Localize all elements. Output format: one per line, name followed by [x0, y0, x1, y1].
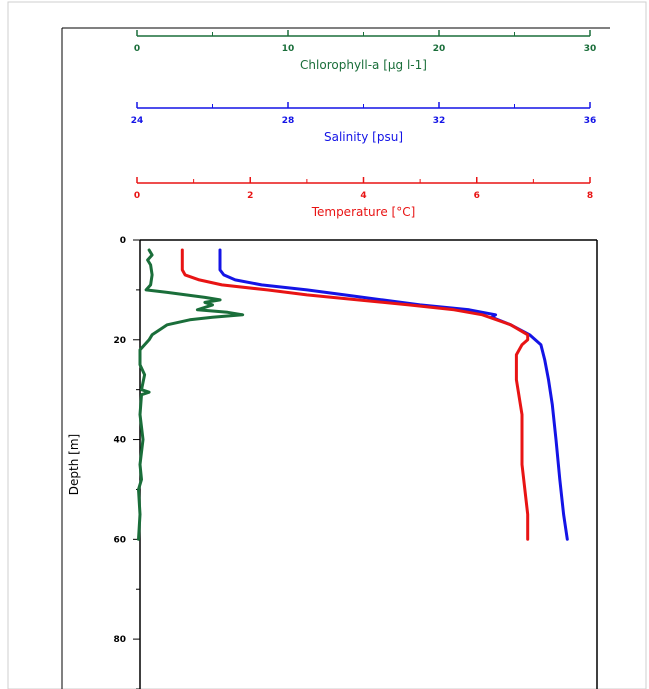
- chlorophyll-tick-label: 20: [433, 44, 446, 54]
- depth-tick-label: 0: [120, 236, 126, 246]
- chlorophyll-tick-label: 10: [282, 44, 295, 54]
- chlorophyll-profile-line: [137, 248, 245, 541]
- depth-tick-label: 80: [113, 635, 126, 645]
- temperature-profile-line: [180, 248, 530, 541]
- temperature-tick-label: 2: [247, 191, 253, 201]
- temperature-tick-label: 8: [587, 191, 593, 201]
- chlorophyll-tick-label: 30: [584, 44, 597, 54]
- chlorophyll-axis-label: Chlorophyll-a [µg l-1]: [300, 58, 427, 72]
- depth-tick-label: 40: [113, 436, 126, 446]
- depth-tick-label: 60: [113, 535, 126, 545]
- salinity-profile-line: [218, 248, 569, 541]
- plot-area: 0 20 40 60 80 Depth [m]: [67, 236, 598, 689]
- salinity-tick-label: 32: [433, 116, 446, 126]
- salinity-tick-label: 36: [584, 116, 597, 126]
- temperature-tick-label: 4: [360, 191, 366, 201]
- outer-border: [7, 1, 647, 689]
- depth-tick-label: 20: [113, 336, 126, 346]
- depth-axis-label: Depth [m]: [67, 434, 81, 495]
- temperature-axis-label: Temperature [°C]: [311, 205, 416, 219]
- salinity-tick-label: 24: [131, 116, 144, 126]
- temperature-tick-label: 0: [134, 191, 140, 201]
- salinity-axis-label: Salinity [psu]: [324, 130, 403, 144]
- chlorophyll-tick-label: 0: [134, 44, 140, 54]
- temperature-tick-label: 6: [474, 191, 480, 201]
- salinity-tick-label: 28: [282, 116, 295, 126]
